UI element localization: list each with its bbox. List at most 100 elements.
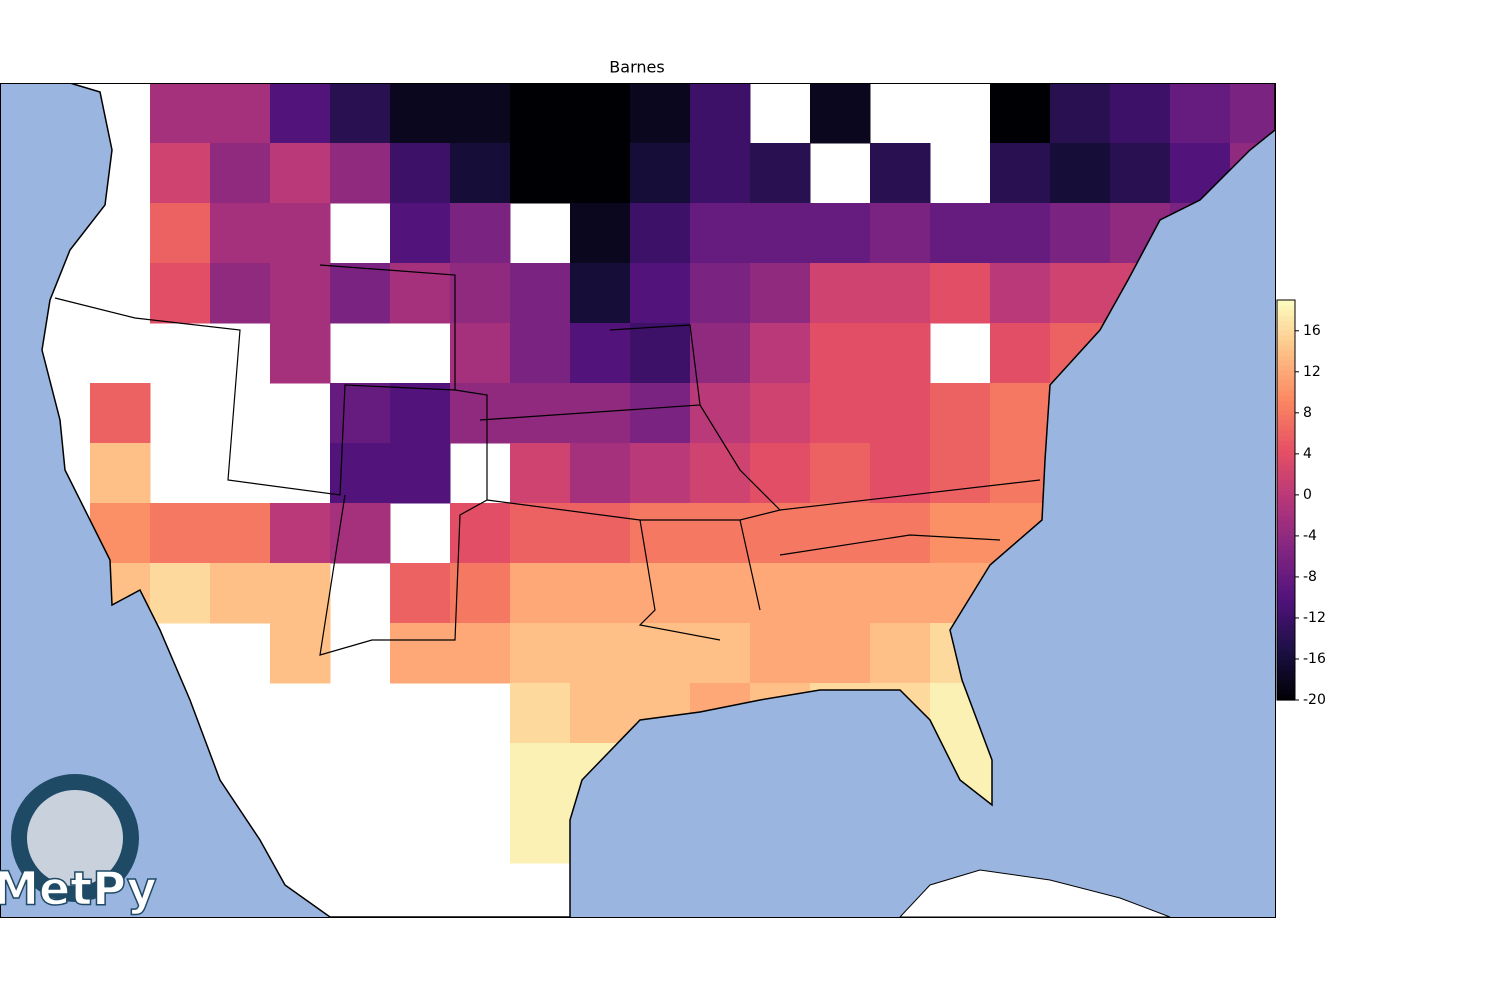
colorbar-segment (1277, 350, 1295, 356)
chart-title: Barnes (609, 58, 664, 77)
grid-cell (270, 203, 331, 264)
colorbar-segment (1277, 600, 1295, 606)
grid-cell (1110, 143, 1171, 204)
axes-frame (0, 83, 1276, 918)
grid-cell (810, 383, 871, 444)
grid-cell (150, 143, 211, 204)
colorbar-segment (1277, 685, 1295, 691)
colorbar-tick-label: 12 (1303, 364, 1321, 380)
colorbar-segment (1277, 320, 1295, 326)
grid-cell (750, 263, 811, 324)
grid-cell (750, 503, 811, 564)
grid-cell (450, 203, 511, 264)
grid-cell (570, 203, 631, 264)
grid-cell (630, 623, 691, 684)
grid-cell (570, 323, 631, 384)
grid-cell (750, 383, 811, 444)
colorbar-segment (1277, 435, 1295, 441)
grid-cell (450, 143, 511, 204)
grid-cell (990, 443, 1051, 504)
grid-cell (810, 503, 871, 564)
colorbar-segment (1277, 330, 1295, 336)
grid-cell (810, 83, 871, 144)
colorbar-segment (1277, 425, 1295, 431)
grid-cell (870, 383, 931, 444)
grid-cell (750, 323, 811, 384)
grid-cell (390, 443, 451, 504)
grid-cell (690, 623, 751, 684)
grid-cell (690, 203, 751, 264)
colorbar-segment (1277, 610, 1295, 616)
grid-cell (270, 323, 331, 384)
grid-cell (570, 443, 631, 504)
colorbar-segment (1277, 365, 1295, 371)
grid-cell (690, 263, 751, 324)
colorbar-tick-label: 0 (1303, 487, 1312, 503)
colorbar-segment (1277, 655, 1295, 661)
grid-cell (1050, 143, 1111, 204)
colorbar-segment (1277, 315, 1295, 321)
grid-cell (570, 623, 631, 684)
grid-cell (930, 383, 991, 444)
grid-cell (1170, 83, 1231, 144)
colorbar-tick-label: -20 (1303, 692, 1326, 708)
colorbar-segment (1277, 325, 1295, 331)
grid-cell (870, 623, 931, 684)
grid-cell (330, 143, 391, 204)
colorbar-tick-label: -12 (1303, 610, 1326, 626)
colorbar-segment (1277, 460, 1295, 466)
grid-cell (930, 263, 991, 324)
grid-cell (630, 323, 691, 384)
grid-cell (690, 563, 751, 624)
grid-cell (210, 203, 271, 264)
colorbar-segment (1277, 660, 1295, 666)
colorbar-segment (1277, 450, 1295, 456)
grid-cell (1050, 263, 1111, 324)
grid-cell (810, 563, 871, 624)
colorbar-segment (1277, 540, 1295, 546)
grid-cell (990, 203, 1051, 264)
grid-cell (1230, 83, 1275, 144)
grid-cell (630, 383, 691, 444)
grid-cell (450, 503, 511, 564)
colorbar-segment (1277, 620, 1295, 626)
grid-cell (630, 263, 691, 324)
grid-cell (870, 203, 931, 264)
grid-cell (510, 683, 571, 744)
colorbar-segment (1277, 360, 1295, 366)
grid-cell (990, 143, 1051, 204)
grid-cell (450, 323, 511, 384)
grid-cell (690, 383, 751, 444)
grid-cell (570, 683, 631, 744)
colorbar-segment (1277, 615, 1295, 621)
grid-cell (930, 443, 991, 504)
grid-cell (930, 203, 991, 264)
grid-cell (390, 203, 451, 264)
colorbar-segment (1277, 430, 1295, 436)
grid-cell (990, 323, 1051, 384)
grid-cell (510, 383, 571, 444)
colorbar-segment (1277, 605, 1295, 611)
grid-cell (870, 263, 931, 324)
grid-cell (1050, 203, 1111, 264)
grid-cell (90, 443, 151, 504)
colorbar-segment (1277, 635, 1295, 641)
colorbar-frame (1276, 299, 1296, 701)
colorbar-tick-label: -16 (1303, 651, 1326, 667)
grid-cell (750, 443, 811, 504)
colorbar-segment (1277, 305, 1295, 311)
state-borders (54, 264, 1041, 656)
grid-cell (510, 563, 571, 624)
colorbar-segment (1277, 665, 1295, 671)
colorbar-segment (1277, 560, 1295, 566)
colorbar-segment (1277, 405, 1295, 411)
colorbar-segment (1277, 375, 1295, 381)
grid-cell (870, 443, 931, 504)
grid-cell (810, 443, 871, 504)
grid-cell (870, 323, 931, 384)
grid-cell (270, 563, 331, 624)
colorbar-segment (1277, 505, 1295, 511)
grid-cell (330, 503, 391, 564)
grid-cell (510, 443, 571, 504)
